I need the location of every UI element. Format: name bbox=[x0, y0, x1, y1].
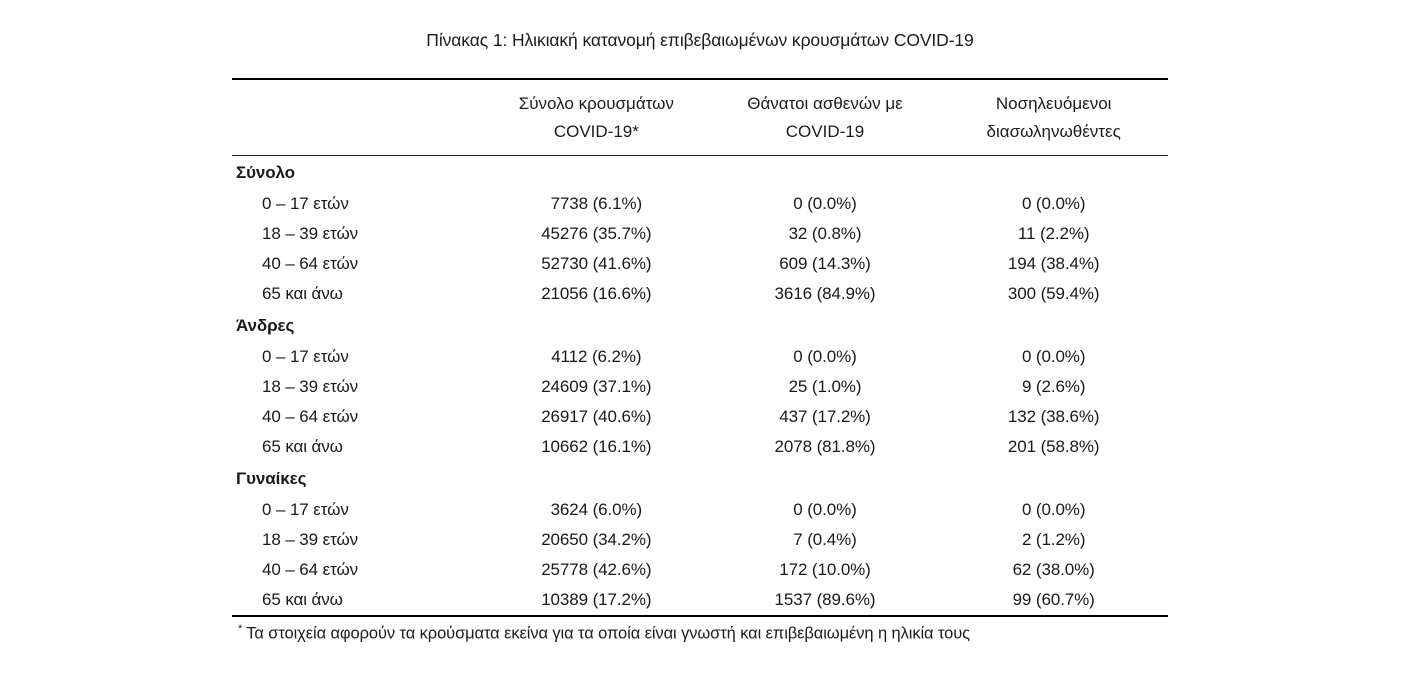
column-header-deaths: Θάνατοι ασθενών με COVID-19 bbox=[711, 90, 940, 146]
table-title: Πίνακας 1: Ηλικιακή κατανομή επιβεβαιωμέ… bbox=[426, 30, 974, 50]
intubated-value: 194 (38.4%) bbox=[1007, 254, 1100, 273]
section-label: Σύνολο bbox=[236, 162, 295, 182]
intubated-value: 11 (2.2%) bbox=[1017, 224, 1090, 243]
age-group-label: 40 – 64 ετών bbox=[262, 560, 359, 579]
section-row-total: Σύνολο bbox=[232, 156, 1168, 189]
table-row: 40 – 64 ετών 26917 (40.6%) 437 (17.2%) 1… bbox=[232, 402, 1168, 432]
intubated-value: 0 (0.0%) bbox=[1021, 500, 1086, 519]
column-header-line2: COVID-19* bbox=[553, 122, 639, 141]
table-header-row: Σύνολο κρουσμάτων COVID-19* Θάνατοι ασθε… bbox=[232, 80, 1168, 156]
section-label: Άνδρες bbox=[236, 315, 295, 335]
cases-value: 45276 (35.7%) bbox=[541, 224, 652, 243]
column-header-total-cases: Σύνολο κρουσμάτων COVID-19* bbox=[482, 90, 711, 146]
deaths-value: 0 (0.0%) bbox=[793, 194, 857, 213]
deaths-value: 0 (0.0%) bbox=[793, 500, 857, 519]
cases-value: 20650 (34.2%) bbox=[541, 530, 652, 549]
table: Σύνολο κρουσμάτων COVID-19* Θάνατοι ασθε… bbox=[232, 78, 1168, 617]
section-row-women: Γυναίκες bbox=[232, 462, 1168, 495]
table-row: 0 – 17 ετών 4112 (6.2%) 0 (0.0%) 0 (0.0%… bbox=[232, 342, 1168, 372]
intubated-value: 300 (59.4%) bbox=[1007, 284, 1100, 303]
intubated-value: 2 (1.2%) bbox=[1021, 530, 1086, 549]
column-header-line1: Θάνατοι ασθενών με bbox=[747, 94, 903, 113]
footnote-text: Τα στοιχεία αφορούν τα κρούσματα εκείνα … bbox=[246, 624, 970, 643]
table-row: 18 – 39 ετών 20650 (34.2%) 7 (0.4%) 2 (1… bbox=[232, 525, 1168, 555]
age-group-label: 40 – 64 ετών bbox=[262, 407, 359, 426]
footnote-asterisk: * bbox=[238, 623, 243, 635]
intubated-value: 132 (38.6%) bbox=[1007, 407, 1100, 426]
age-group-label: 65 και άνω bbox=[262, 437, 343, 456]
deaths-value: 172 (10.0%) bbox=[779, 560, 871, 579]
age-group-label: 40 – 64 ετών bbox=[262, 254, 359, 273]
cases-value: 10662 (16.1%) bbox=[541, 437, 652, 456]
intubated-value: 0 (0.0%) bbox=[1021, 347, 1086, 366]
column-header-intubated: Νοσηλευόμενοι διασωληνωθέντες bbox=[939, 90, 1168, 146]
table-row: 40 – 64 ετών 25778 (42.6%) 172 (10.0%) 6… bbox=[232, 555, 1168, 585]
covid-age-distribution-table: Σύνολο κρουσμάτων COVID-19* Θάνατοι ασθε… bbox=[232, 78, 1168, 644]
cases-value: 4112 (6.2%) bbox=[551, 347, 642, 366]
section-row-men: Άνδρες bbox=[232, 309, 1168, 342]
deaths-value: 0 (0.0%) bbox=[793, 347, 857, 366]
table-row: 0 – 17 ετών 3624 (6.0%) 0 (0.0%) 0 (0.0%… bbox=[232, 495, 1168, 525]
table-row: 40 – 64 ετών 52730 (41.6%) 609 (14.3%) 1… bbox=[232, 249, 1168, 279]
age-group-label: 0 – 17 ετών bbox=[262, 500, 349, 519]
table-row: 65 και άνω 10662 (16.1%) 2078 (81.8%) 20… bbox=[232, 432, 1168, 462]
table-row: 18 – 39 ετών 45276 (35.7%) 32 (0.8%) 11 … bbox=[232, 219, 1168, 249]
intubated-value: 62 (38.0%) bbox=[1012, 560, 1095, 579]
column-header-line1: Σύνολο κρουσμάτων bbox=[518, 94, 674, 113]
intubated-value: 9 (2.6%) bbox=[1021, 377, 1086, 396]
deaths-value: 25 (1.0%) bbox=[788, 377, 862, 396]
table-row: 65 και άνω 21056 (16.6%) 3616 (84.9%) 30… bbox=[232, 279, 1168, 309]
deaths-value: 3616 (84.9%) bbox=[774, 284, 876, 303]
cases-value: 21056 (16.6%) bbox=[541, 284, 652, 303]
age-group-label: 18 – 39 ετών bbox=[262, 224, 359, 243]
table-row: 18 – 39 ετών 24609 (37.1%) 25 (1.0%) 9 (… bbox=[232, 372, 1168, 402]
age-group-label: 0 – 17 ετών bbox=[262, 347, 349, 366]
age-group-label: 65 και άνω bbox=[262, 284, 343, 303]
section-label: Γυναίκες bbox=[236, 468, 307, 488]
cases-value: 10389 (17.2%) bbox=[541, 590, 652, 609]
deaths-value: 32 (0.8%) bbox=[788, 224, 862, 243]
cases-value: 26917 (40.6%) bbox=[541, 407, 652, 426]
cases-value: 7738 (6.1%) bbox=[550, 194, 643, 213]
column-header-line2: COVID-19 bbox=[785, 122, 865, 141]
age-group-label: 65 και άνω bbox=[262, 590, 343, 609]
column-header-line2: διασωληνωθέντες bbox=[986, 122, 1121, 141]
intubated-value: 0 (0.0%) bbox=[1021, 194, 1086, 213]
deaths-value: 437 (17.2%) bbox=[779, 407, 871, 426]
age-group-label: 0 – 17 ετών bbox=[262, 194, 349, 213]
table-footnote: * Τα στοιχεία αφορούν τα κρούσματα εκείνα… bbox=[232, 623, 1168, 644]
intubated-value: 201 (58.8%) bbox=[1007, 437, 1100, 456]
deaths-value: 2078 (81.8%) bbox=[774, 437, 876, 456]
cases-value: 24609 (37.1%) bbox=[541, 377, 652, 396]
deaths-value: 7 (0.4%) bbox=[793, 530, 857, 549]
column-header-line1: Νοσηλευόμενοι bbox=[995, 94, 1112, 113]
intubated-value: 99 (60.7%) bbox=[1012, 590, 1095, 609]
deaths-value: 1537 (89.6%) bbox=[774, 590, 876, 609]
table-row: 65 και άνω 10389 (17.2%) 1537 (89.6%) 99… bbox=[232, 585, 1168, 615]
table-row: 0 – 17 ετών 7738 (6.1%) 0 (0.0%) 0 (0.0%… bbox=[232, 189, 1168, 219]
age-group-label: 18 – 39 ετών bbox=[262, 377, 359, 396]
deaths-value: 609 (14.3%) bbox=[779, 254, 871, 273]
cases-value: 3624 (6.0%) bbox=[550, 500, 643, 519]
cases-value: 25778 (42.6%) bbox=[541, 560, 652, 579]
cases-value: 52730 (41.6%) bbox=[541, 254, 652, 273]
age-group-label: 18 – 39 ετών bbox=[262, 530, 359, 549]
